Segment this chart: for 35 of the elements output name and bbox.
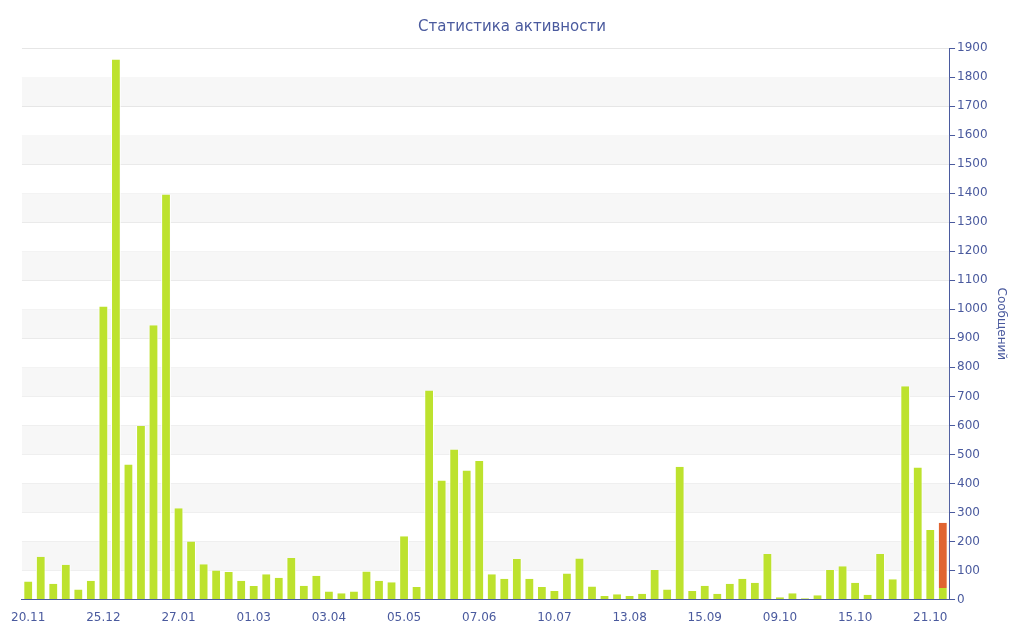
y-tick-label: 1500	[957, 156, 988, 171]
y-tick-label: 1400	[957, 185, 988, 200]
y-tick-label: 400	[957, 475, 980, 490]
y-tick-label: 300	[957, 504, 980, 519]
y-axis-title: Сообщений	[994, 287, 1009, 361]
x-tick-label: 05.05	[386, 609, 422, 624]
x-tick-label: 03.04	[311, 609, 347, 624]
y-tick-label: 1600	[957, 127, 988, 142]
y-tick-label: 200	[957, 533, 980, 548]
x-tick-label: 07.06	[462, 609, 497, 624]
y-tick-label: 1000	[957, 301, 988, 316]
x-tick-label: 15.09	[687, 609, 722, 624]
x-tick-label: 10.07	[537, 609, 572, 624]
y-tick-label: 1200	[957, 243, 988, 258]
x-tick-label: 27.01	[161, 609, 196, 624]
y-tick-label: 1900	[957, 40, 988, 55]
x-tick-label: 20.11	[11, 609, 46, 624]
y-tick-label: 1300	[957, 214, 988, 229]
y-tick-label: 1700	[957, 98, 988, 113]
y-tick-label: 0	[957, 591, 965, 606]
x-tick-label: 21.10	[913, 609, 948, 624]
x-tick-label: 09.10	[762, 609, 798, 624]
y-tick-label: 900	[957, 330, 980, 345]
chart-title: Статистика активности	[418, 16, 606, 35]
y-tick-label: 500	[957, 446, 980, 461]
y-tick-label: 600	[957, 417, 980, 432]
y-tick-label: 1800	[957, 69, 988, 84]
x-tick-label: 13.08	[612, 609, 647, 624]
x-tick-label: 15.10	[837, 609, 873, 624]
y-tick-label: 100	[957, 562, 980, 577]
y-tick-label: 1100	[957, 272, 988, 287]
x-tick-label: 01.03	[236, 609, 271, 624]
y-tick-label: 800	[957, 359, 980, 374]
x-tick-label: 25.12	[86, 609, 121, 624]
y-tick-label: 700	[957, 388, 980, 403]
